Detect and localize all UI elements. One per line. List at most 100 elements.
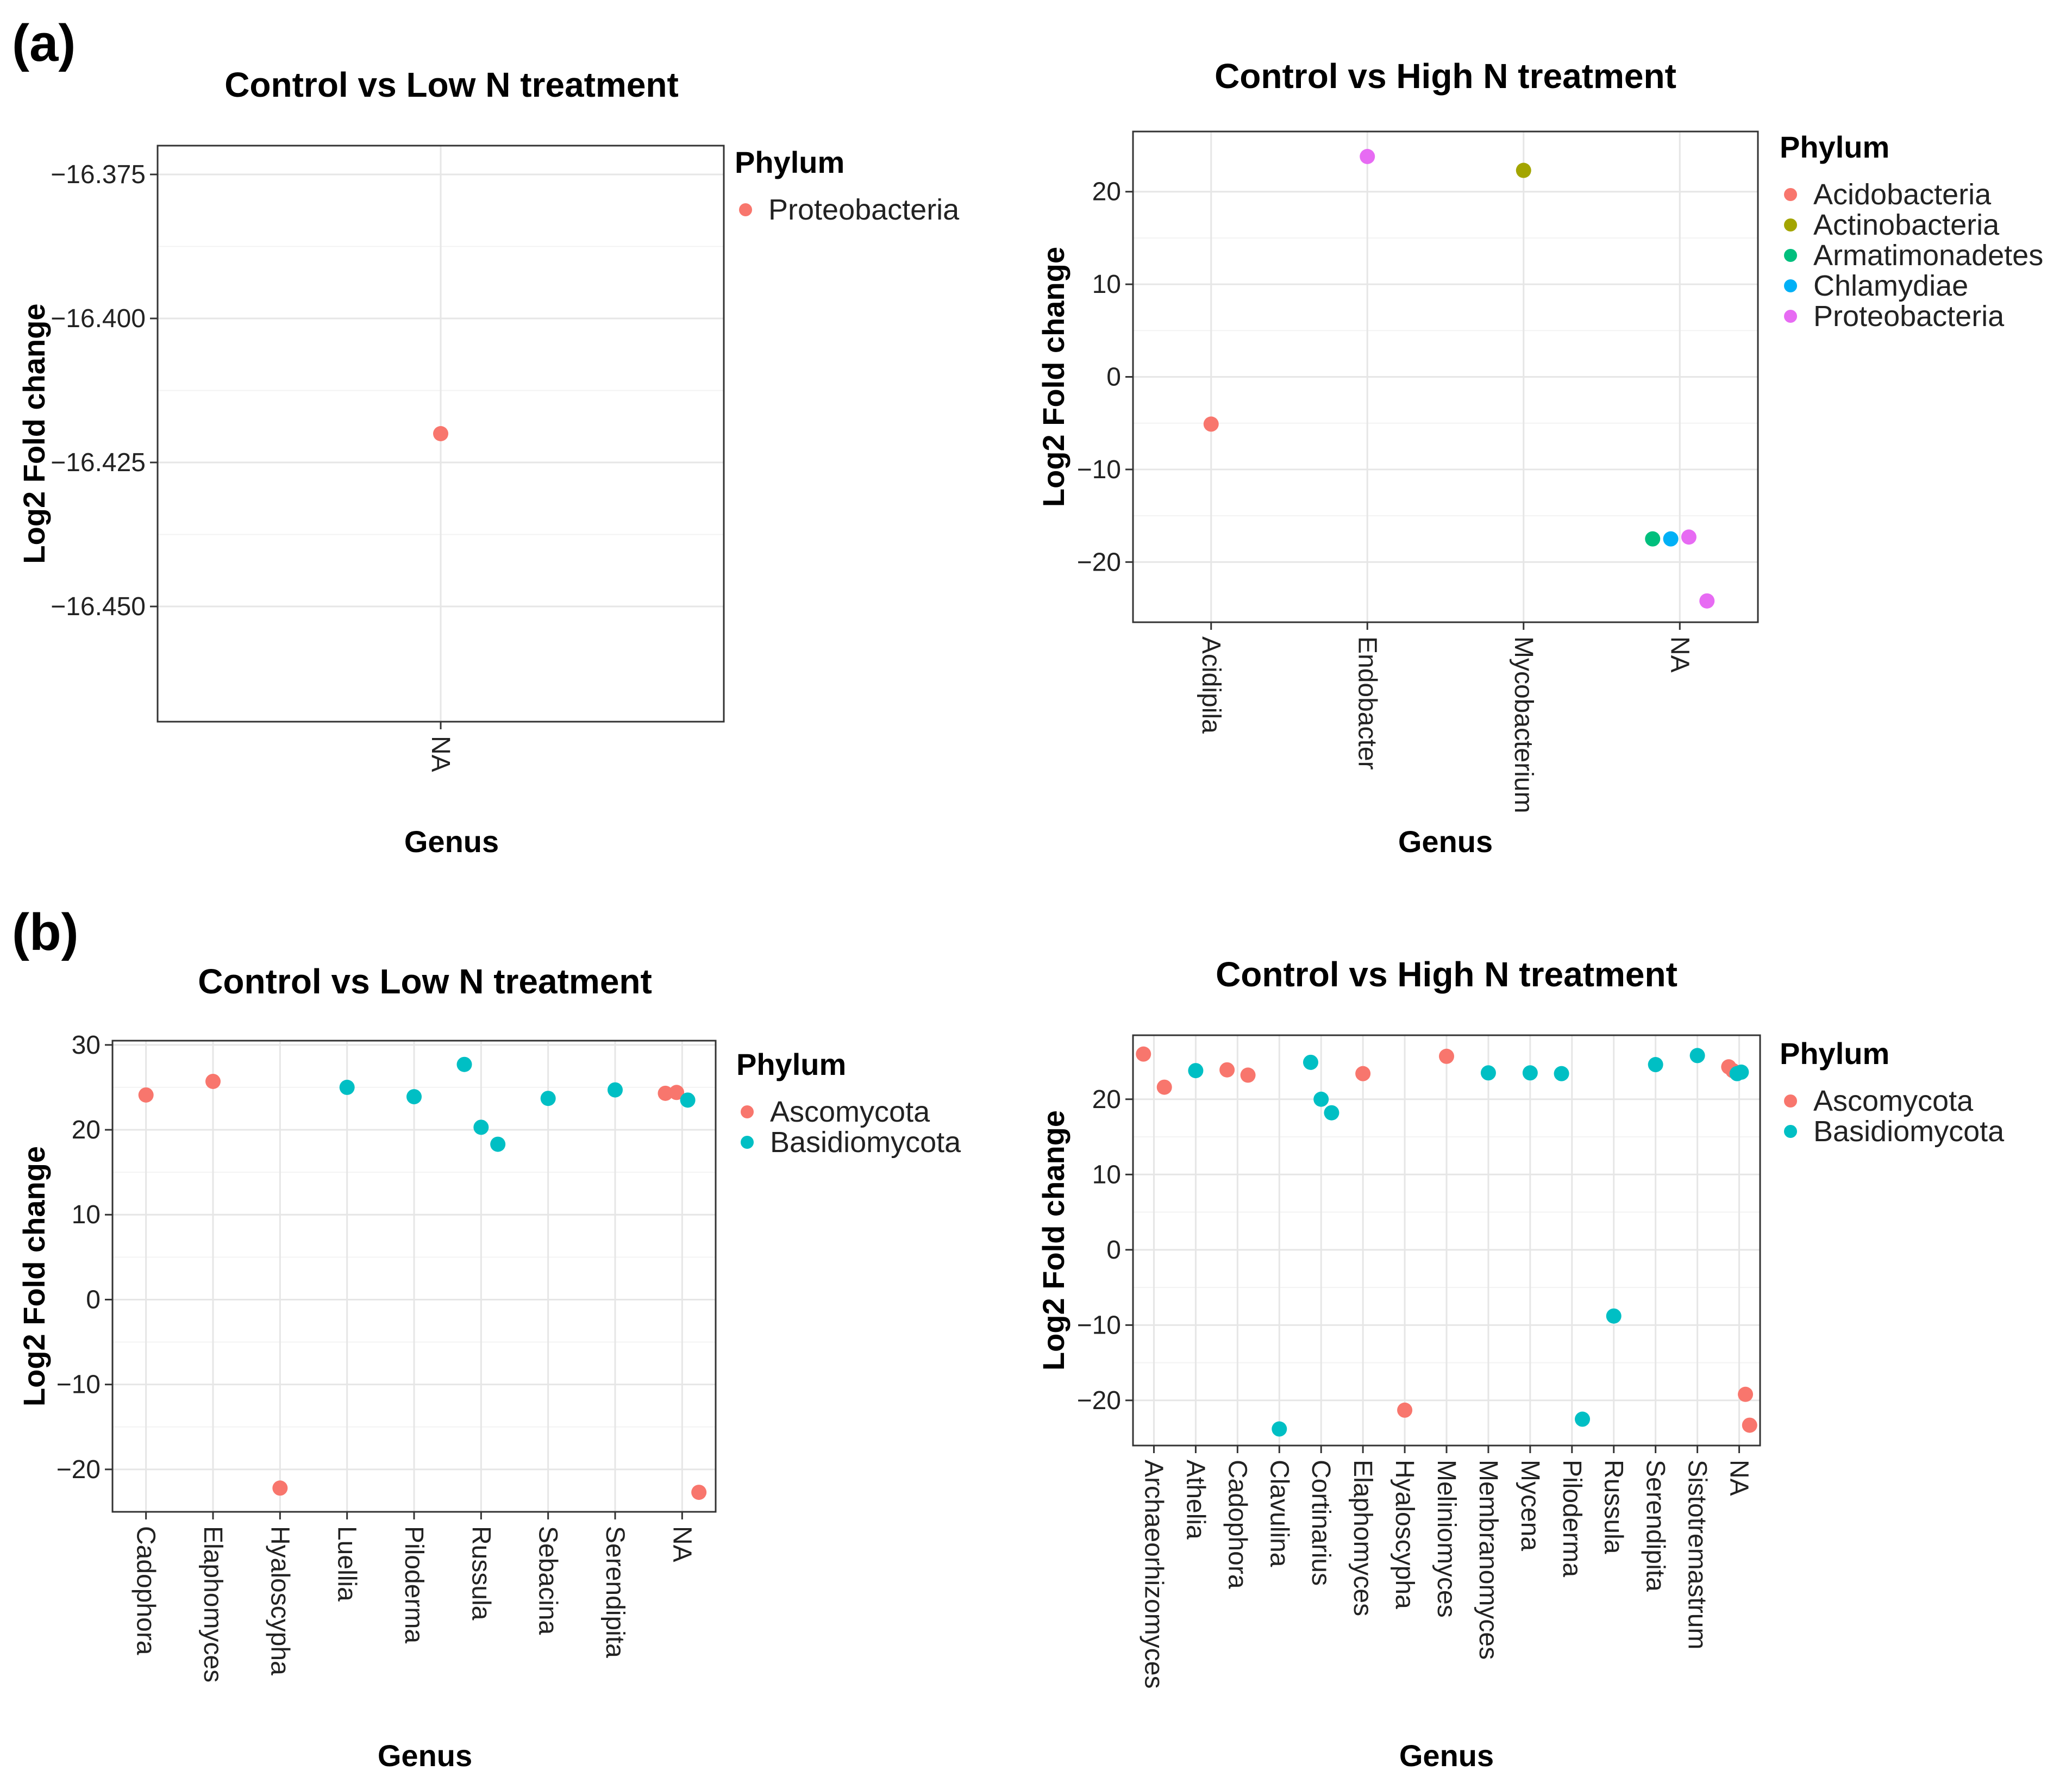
- data-point: [272, 1480, 288, 1496]
- data-point: [658, 1085, 673, 1101]
- y-tick-label: −20: [1077, 548, 1121, 577]
- panel-label-b: (b): [12, 903, 79, 961]
- legend-title: Phylum: [735, 145, 844, 179]
- y-tick-label: −10: [1077, 455, 1121, 484]
- data-point: [205, 1073, 221, 1089]
- y-tick-label: 10: [72, 1200, 101, 1229]
- data-point: [1742, 1417, 1757, 1433]
- x-tick-label: Elaphomyces: [198, 1526, 227, 1682]
- plot-frame: [1132, 1034, 1761, 1447]
- y-tick-label: 20: [1092, 1085, 1121, 1114]
- chart-title: Control vs High N treatment: [1215, 57, 1676, 96]
- legend-label: Proteobacteria: [768, 193, 960, 226]
- chart-1: −16.375 −16.400 −16.425 −16.450 NA Control vs…: [17, 65, 960, 859]
- chart-3: 30 20 10 0 −10 −20 Cadophora Elaphomyces Hyalosc…: [17, 962, 961, 1773]
- legend-label: Armatimonadetes: [1813, 239, 2043, 272]
- legend-label: Actinobacteria: [1813, 209, 2000, 241]
- data-point: [1397, 1402, 1413, 1418]
- y-tick-label: −10: [1077, 1311, 1121, 1340]
- data-point: [1240, 1067, 1256, 1083]
- y-tick-label: −10: [57, 1371, 101, 1399]
- x-tick-label: Serendipita: [600, 1526, 629, 1658]
- legend-title: Phylum: [736, 1047, 846, 1081]
- data-point: [691, 1485, 707, 1500]
- y-tick-label: 20: [72, 1116, 101, 1144]
- data-point: [1439, 1048, 1454, 1064]
- y-axis-title: Log2 Fold change: [17, 1146, 51, 1406]
- x-tick-label: Hyaloscypha: [265, 1526, 294, 1675]
- x-tick-label: Russula: [1599, 1460, 1628, 1554]
- data-point: [473, 1119, 489, 1135]
- x-tick-label: NA: [667, 1526, 696, 1562]
- data-point: [1303, 1054, 1318, 1070]
- y-tick-label: −16.400: [51, 304, 146, 333]
- data-point: [1738, 1386, 1754, 1402]
- plot-frame: [157, 145, 725, 723]
- x-tick-label: Meliniomyces: [1432, 1460, 1461, 1618]
- x-axis-title: Genus: [1398, 824, 1493, 859]
- chart-title: Control vs High N treatment: [1216, 955, 1677, 994]
- legend-swatch: [1784, 1125, 1797, 1138]
- x-tick-label: Acidipila: [1197, 636, 1225, 734]
- legend-swatch: [1784, 1094, 1797, 1108]
- x-tick-label: Athelia: [1181, 1460, 1210, 1540]
- legend-swatch: [1784, 310, 1797, 323]
- y-tick-label: 0: [86, 1285, 101, 1314]
- data-point: [1516, 162, 1531, 178]
- legend-label: Acidobacteria: [1813, 178, 1992, 211]
- data-point: [1575, 1411, 1591, 1427]
- x-tick-label: Mycena: [1516, 1460, 1544, 1551]
- x-tick-label: Sistotremastrum: [1683, 1460, 1712, 1649]
- y-axis-title: Log2 Fold change: [17, 303, 51, 564]
- x-tick-label: Endobacter: [1353, 636, 1381, 770]
- y-tick-label: −16.450: [51, 592, 146, 621]
- x-tick-label: Archaeorhizomyces: [1139, 1460, 1168, 1689]
- data-point: [608, 1082, 623, 1098]
- legend-swatch: [741, 1136, 754, 1149]
- x-tick-label: Russula: [466, 1526, 495, 1621]
- x-tick-label: NA: [1665, 636, 1694, 673]
- data-point: [138, 1087, 154, 1103]
- data-point: [1689, 1048, 1705, 1063]
- x-axis-title: Genus: [404, 824, 499, 859]
- data-point: [1203, 416, 1219, 432]
- data-point: [1733, 1064, 1749, 1080]
- data-point: [433, 426, 448, 441]
- legend: Phylum Proteobacteria: [735, 145, 960, 226]
- legend-label: Proteobacteria: [1813, 300, 2005, 333]
- x-axis-title: Genus: [378, 1738, 472, 1773]
- y-tick-label: 10: [1092, 1160, 1121, 1189]
- legend-swatch: [739, 203, 752, 216]
- data-point: [1136, 1046, 1151, 1062]
- chart-4: 20 10 0 −10 −20 Archaeorhizomyces Athelia Cadop…: [1036, 955, 2005, 1773]
- data-point: [540, 1091, 556, 1106]
- data-point: [669, 1085, 685, 1100]
- legend-label: Ascomycota: [1813, 1085, 1974, 1117]
- x-tick-label: NA: [426, 736, 455, 772]
- y-tick-label: −20: [57, 1455, 101, 1484]
- x-tick-label: Cortinarius: [1306, 1460, 1335, 1586]
- legend-swatch: [1784, 279, 1797, 292]
- x-tick-label: Hyaloscypha: [1390, 1460, 1419, 1609]
- data-point: [339, 1079, 355, 1095]
- legend-label: Basidiomycota: [770, 1126, 961, 1159]
- y-axis-title: Log2 Fold change: [1036, 1110, 1071, 1371]
- legend-swatch: [741, 1105, 754, 1118]
- y-tick-label: 30: [72, 1031, 101, 1060]
- legend-label: Basidiomycota: [1813, 1115, 2005, 1148]
- data-point: [1699, 593, 1715, 609]
- x-axis-title: Genus: [1399, 1738, 1494, 1773]
- plot-frame: [111, 1040, 717, 1513]
- data-point: [1355, 1066, 1371, 1081]
- y-tick-label: 0: [1106, 363, 1121, 392]
- data-point: [406, 1089, 422, 1105]
- x-tick-label: Sebacina: [534, 1526, 562, 1635]
- data-point: [490, 1136, 506, 1152]
- data-point: [1645, 531, 1661, 547]
- y-tick-label: 20: [1092, 178, 1121, 207]
- y-tick-label: −20: [1077, 1386, 1121, 1415]
- legend: Phylum AcidobacteriaActinobacteriaArmatim…: [1780, 130, 2043, 333]
- data-point: [1480, 1065, 1496, 1081]
